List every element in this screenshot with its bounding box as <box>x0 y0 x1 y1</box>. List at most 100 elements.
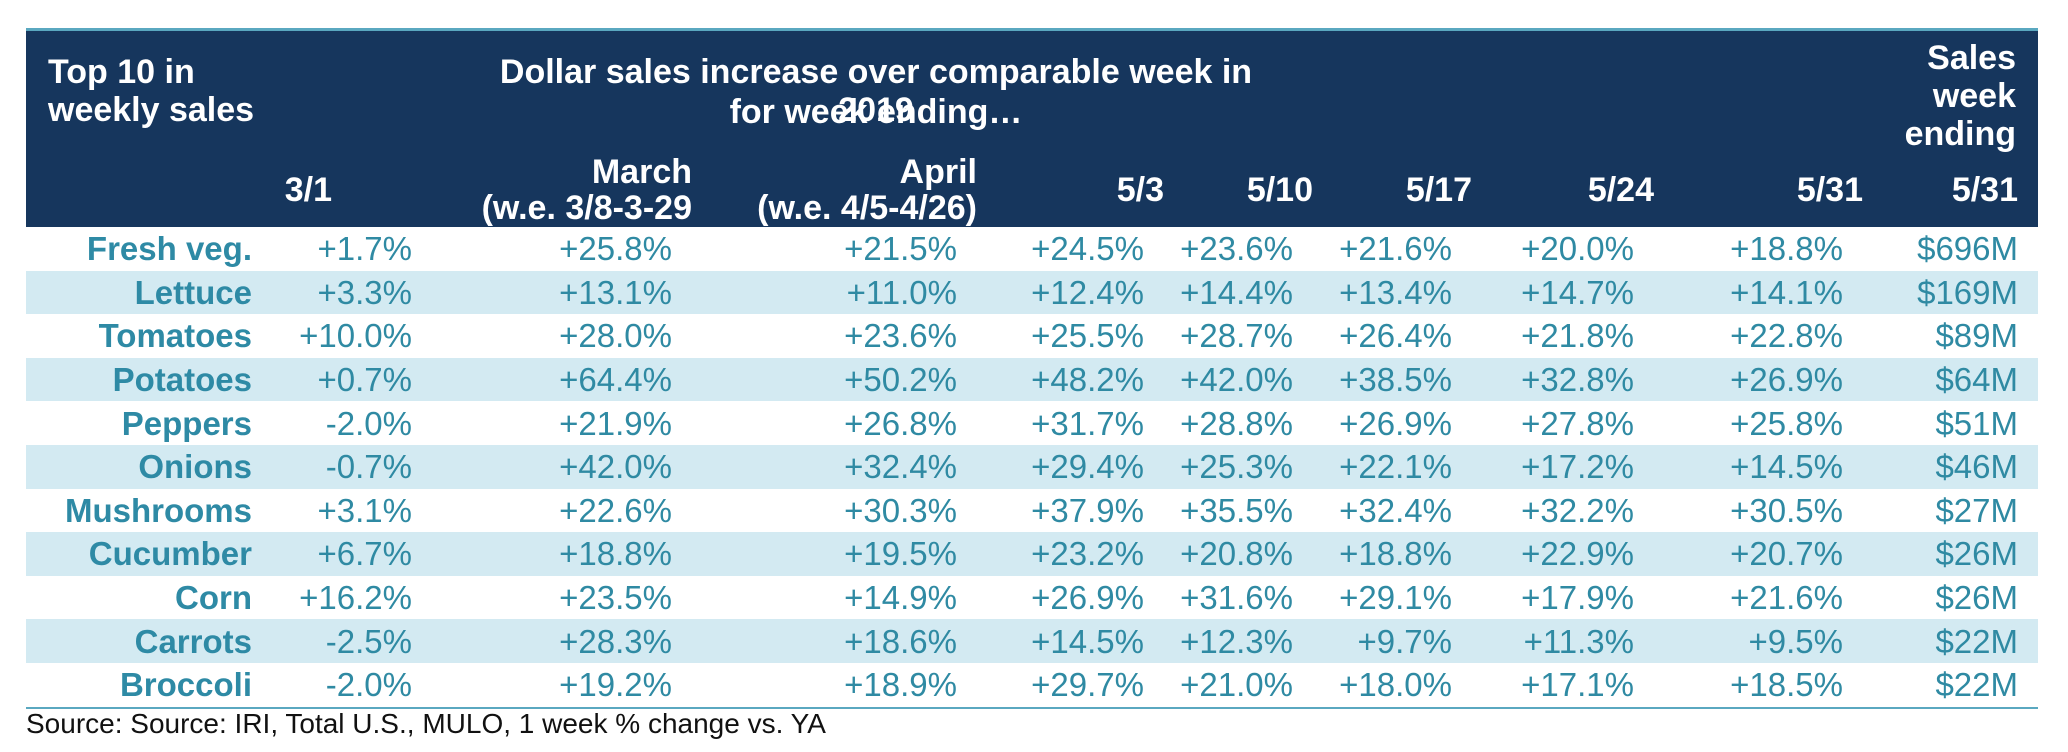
dollar-sales-title-line1: Dollar sales increase over comparable we… <box>499 53 1253 129</box>
cell: +13.4% <box>1293 270 1452 315</box>
col-header-april: April <box>899 153 977 191</box>
cell: -2.0% <box>325 666 412 704</box>
cell: +23.6% <box>1180 230 1293 268</box>
cell: +20.7% <box>1634 532 1843 576</box>
col-header-march: March <box>591 153 692 191</box>
cell: +38.5% <box>1293 357 1452 402</box>
cell: $26M <box>1935 579 2018 617</box>
cell: +21.6% <box>1730 579 1843 617</box>
cell: $89M <box>1935 317 2018 355</box>
top-rule <box>26 28 2038 31</box>
cell: +22.6% <box>559 491 672 529</box>
cell: +22.1% <box>1293 444 1452 489</box>
cell: +42.0% <box>412 444 672 489</box>
source-note: Source: Source: IRI, Total U.S., MULO, 1… <box>26 708 826 739</box>
cell: +23.5% <box>559 579 672 617</box>
cell: -2.5% <box>252 619 412 663</box>
cell: +12.4% <box>957 270 1144 315</box>
col-header-5-31: 5/31 <box>1796 171 1863 209</box>
row-label: Fresh veg. <box>86 230 252 268</box>
cell: +19.5% <box>672 532 957 576</box>
cell: +18.6% <box>672 619 957 663</box>
cell: $22M <box>1935 666 2018 704</box>
cell: +0.7% <box>252 357 412 402</box>
cell: +32.4% <box>1339 491 1452 529</box>
row-label: Cucumber <box>26 532 252 576</box>
cell: +31.6% <box>1180 579 1293 617</box>
table-row: Onions -0.7% +42.0% +32.4% +29.4% +25.3% +22.1… <box>26 444 2038 489</box>
cell: +48.2% <box>957 357 1144 402</box>
cell: +16.2% <box>299 579 412 617</box>
cell: -2.0% <box>325 404 412 442</box>
row-label: Lettuce <box>26 270 252 315</box>
cell: $169M <box>1843 270 2038 315</box>
cell: +28.3% <box>412 619 672 663</box>
table-row: Peppers -2.0% +21.9% +26.8% +31.7% +28.8% +26.… <box>26 401 2038 445</box>
cell: +32.2% <box>1521 491 1634 529</box>
cell: +22.8% <box>1730 317 1843 355</box>
cell: +29.7% <box>1031 666 1144 704</box>
row-label: Broccoli <box>119 666 252 704</box>
cell: +64.4% <box>412 357 672 402</box>
col-header-3-1: 3/1 <box>284 171 332 209</box>
table-row: Carrots -2.5% +28.3% +18.6% +14.5% +12.3% +9.7… <box>26 619 2038 663</box>
cell: +25.8% <box>559 230 672 268</box>
col-header-5-10: 5/10 <box>1246 171 1313 209</box>
cell: +29.1% <box>1339 579 1452 617</box>
cell: +18.5% <box>1730 666 1843 704</box>
cell: +28.8% <box>1180 404 1293 442</box>
cell: +21.9% <box>559 404 672 442</box>
row-label: Corn <box>175 579 252 617</box>
col-header-5-17: 5/17 <box>1405 171 1472 209</box>
cell: +10.0% <box>299 317 412 355</box>
cell: +26.9% <box>1634 357 1843 402</box>
row-label: Potatoes <box>26 357 252 402</box>
col-header-march-range: (w.e. 3/8-3-29 <box>481 189 692 227</box>
col-header-april-range: (w.e. 4/5-4/26) <box>757 189 977 227</box>
cell: $64M <box>1843 357 2038 402</box>
sales-table: Fresh veg. +1.7% +25.8% +21.5% +24.5% +23.6% +… <box>26 227 2038 707</box>
cell: +26.9% <box>1031 579 1144 617</box>
cell: +30.3% <box>844 491 957 529</box>
cell: +24.5% <box>1031 230 1144 268</box>
cell: +29.4% <box>957 444 1144 489</box>
cell: +3.3% <box>252 270 412 315</box>
cell: +28.7% <box>1180 317 1293 355</box>
cell: +12.3% <box>1144 619 1293 663</box>
cell: +17.2% <box>1452 444 1634 489</box>
cell: +20.8% <box>1144 532 1293 576</box>
cell: +25.3% <box>1144 444 1293 489</box>
cell: +32.4% <box>672 444 957 489</box>
cell: $27M <box>1935 491 2018 529</box>
row-label: Tomatoes <box>98 317 252 355</box>
table-row: Lettuce +3.3% +13.1% +11.0% +12.4% +14.4% +13.… <box>26 270 2038 315</box>
cell: +35.5% <box>1180 491 1293 529</box>
cell: +21.0% <box>1180 666 1293 704</box>
cell: +1.7% <box>317 230 413 268</box>
cell: +20.0% <box>1521 230 1634 268</box>
cell: +22.9% <box>1452 532 1634 576</box>
cell: +23.2% <box>957 532 1144 576</box>
cell: +42.0% <box>1144 357 1293 402</box>
table-header: Top 10 in weekly sales Dollar sales incr… <box>26 31 2038 227</box>
cell: +6.7% <box>252 532 412 576</box>
cell: +25.8% <box>1730 404 1843 442</box>
cell: +27.8% <box>1521 404 1634 442</box>
cell: +18.8% <box>412 532 672 576</box>
dollar-sales-title-line2: for week ending… <box>729 93 1023 131</box>
table-row: Cucumber +6.7% +18.8% +19.5% +23.2% +20.8% +18… <box>26 532 2038 576</box>
cell: -0.7% <box>252 444 412 489</box>
table-row: Broccoli -2.0% +19.2% +18.9% +29.7% +21.0% +18… <box>26 663 2038 707</box>
cell: +3.1% <box>317 491 413 529</box>
cell: +21.6% <box>1339 230 1452 268</box>
row-label: Onions <box>26 444 252 489</box>
cell: +26.4% <box>1339 317 1452 355</box>
col-header-5-24: 5/24 <box>1587 171 1654 209</box>
table-row: Tomatoes +10.0% +28.0% +23.6% +25.5% +28.7% +2… <box>26 314 2038 358</box>
cell: +32.8% <box>1452 357 1634 402</box>
cell: $46M <box>1843 444 2038 489</box>
cell: +11.0% <box>672 270 957 315</box>
cell: +14.4% <box>1144 270 1293 315</box>
cell: +26.9% <box>1339 404 1452 442</box>
top10-heading: Top 10 in weekly sales <box>48 53 255 129</box>
